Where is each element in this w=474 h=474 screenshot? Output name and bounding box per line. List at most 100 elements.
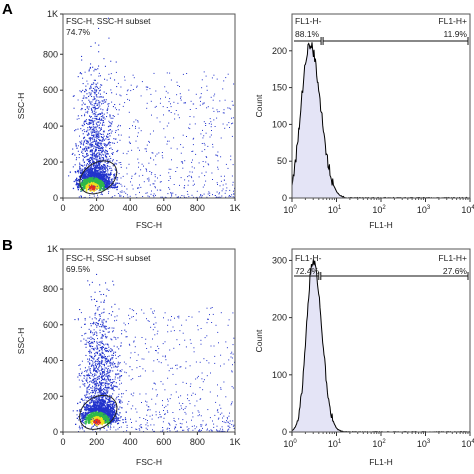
- event-dot: [109, 168, 111, 170]
- event-dot: [92, 157, 94, 159]
- event-dot: [116, 86, 118, 88]
- event-dot: [100, 323, 102, 325]
- event-dot: [78, 183, 80, 185]
- event-dot: [195, 93, 197, 95]
- event-dot: [209, 136, 211, 138]
- event-dot: [99, 407, 101, 409]
- event-dot: [96, 423, 98, 426]
- event-dot: [119, 125, 121, 127]
- event-dot: [125, 336, 127, 338]
- event-dot: [91, 83, 93, 85]
- event-dot: [216, 191, 218, 193]
- event-dot: [96, 170, 98, 172]
- event-dot: [99, 412, 101, 414]
- event-dot: [114, 412, 116, 414]
- event-dot: [98, 142, 100, 144]
- event-dot: [91, 126, 93, 128]
- event-dot: [95, 115, 97, 117]
- event-dot: [110, 408, 112, 410]
- event-dot: [166, 143, 168, 145]
- event-dot: [86, 396, 88, 398]
- event-dot: [91, 153, 93, 155]
- event-dot: [196, 196, 198, 198]
- event-dot: [203, 135, 205, 137]
- event-dot: [107, 422, 109, 424]
- event-dot: [76, 147, 78, 149]
- event-dot: [92, 161, 94, 163]
- event-dot: [101, 377, 103, 379]
- event-dot: [88, 70, 90, 72]
- event-dot: [83, 172, 85, 174]
- event-dot: [177, 102, 179, 104]
- event-dot: [107, 406, 109, 408]
- event-dot: [116, 182, 119, 184]
- event-dot: [93, 176, 95, 178]
- event-dot: [101, 422, 103, 424]
- event-dot: [225, 163, 227, 165]
- event-dot: [100, 386, 102, 388]
- event-dot: [94, 120, 96, 122]
- event-dot: [94, 139, 96, 141]
- event-dot: [163, 114, 164, 116]
- event-dot: [99, 152, 101, 154]
- event-dot: [189, 128, 191, 130]
- event-dot: [103, 372, 105, 374]
- event-dot: [98, 75, 100, 77]
- event-dot: [110, 157, 112, 159]
- event-dot: [81, 195, 82, 197]
- event-dot: [232, 164, 234, 166]
- event-dot: [221, 195, 223, 197]
- event-dot: [93, 164, 95, 166]
- event-dot: [88, 123, 90, 125]
- event-dot: [97, 417, 99, 419]
- event-dot: [91, 104, 93, 106]
- event-dot: [100, 381, 102, 383]
- event-dot: [180, 161, 182, 163]
- event-dot: [147, 195, 149, 197]
- event-dot: [104, 65, 106, 67]
- event-dot: [193, 137, 195, 139]
- event-dot: [107, 390, 109, 392]
- event-dot: [118, 414, 120, 416]
- event-dot: [119, 379, 121, 381]
- event-dot: [100, 144, 102, 146]
- event-dot: [105, 183, 108, 185]
- event-dot: [184, 179, 186, 181]
- event-dot: [92, 404, 94, 406]
- event-dot: [193, 167, 195, 169]
- event-dot: [93, 147, 95, 149]
- event-dot: [182, 161, 183, 163]
- event-dot: [164, 136, 166, 138]
- event-dot: [230, 155, 232, 157]
- gate-pos-label-a: FL1-H+: [438, 16, 467, 26]
- event-dot: [79, 418, 82, 421]
- event-dot: [112, 417, 114, 419]
- event-dot: [96, 144, 98, 146]
- event-dot: [119, 103, 121, 105]
- event-dot: [104, 118, 106, 120]
- event-dot: [168, 187, 170, 189]
- event-dot: [101, 185, 103, 187]
- event-dot: [102, 138, 104, 140]
- event-dot: [109, 114, 111, 116]
- event-dot: [88, 328, 90, 330]
- event-dot: [101, 167, 104, 170]
- event-dot: [87, 148, 89, 149]
- event-dot: [102, 360, 104, 362]
- event-dot: [106, 392, 108, 394]
- event-dot: [94, 374, 96, 376]
- event-dot: [80, 415, 83, 417]
- event-dot: [117, 361, 119, 363]
- event-dot: [188, 175, 190, 177]
- event-dot: [93, 112, 95, 114]
- event-dot: [108, 133, 110, 135]
- event-dot: [96, 94, 98, 96]
- event-dot: [91, 408, 93, 410]
- event-dot: [84, 196, 86, 198]
- event-dot: [107, 418, 109, 420]
- event-dot: [97, 187, 99, 189]
- event-dot: [104, 183, 106, 185]
- event-dot: [100, 189, 102, 191]
- event-dot: [82, 186, 84, 188]
- event-dot: [151, 172, 153, 173]
